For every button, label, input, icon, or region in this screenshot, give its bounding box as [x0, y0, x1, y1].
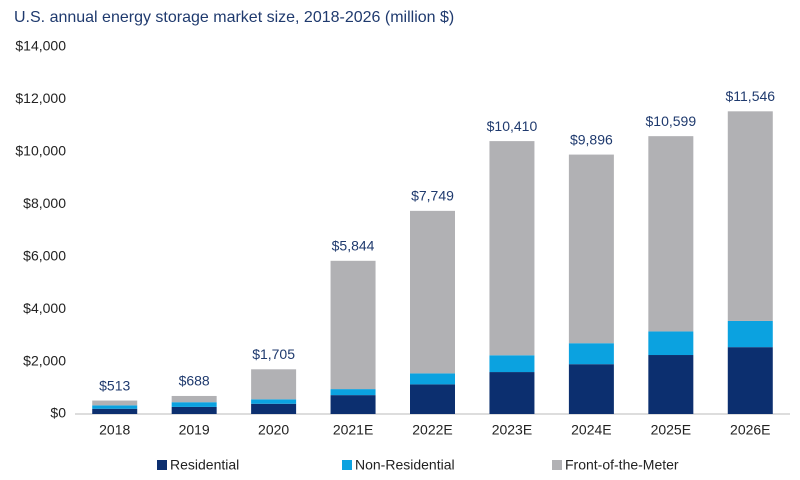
total-label: $688: [179, 373, 210, 389]
legend-label: Non-Residential: [355, 457, 455, 473]
total-label: $10,410: [487, 118, 538, 134]
x-tick-label: 2018: [99, 422, 130, 438]
legend-swatch: [157, 460, 167, 470]
bar-segment: [410, 384, 455, 414]
bar-segment: [568, 154, 614, 344]
bar-segment: [489, 372, 535, 414]
total-label: $7,749: [411, 188, 454, 204]
bar-segment: [171, 402, 217, 407]
total-label: $1,705: [252, 346, 295, 362]
legend-label: Residential: [170, 457, 239, 473]
x-tick-label: 2019: [179, 422, 210, 438]
x-tick-label: 2021E: [333, 422, 373, 438]
bar-segment: [330, 260, 376, 390]
y-tick-label: $6,000: [23, 247, 66, 263]
bar-segment: [648, 331, 694, 356]
bar-segment: [489, 141, 535, 356]
y-tick-label: $8,000: [23, 195, 66, 211]
chart-title: U.S. annual energy storage market size, …: [14, 9, 454, 26]
total-label: $5,844: [332, 238, 375, 254]
bar-segment: [568, 364, 614, 414]
total-label: $11,546: [725, 88, 775, 104]
legend-label: Front-of-the-Meter: [565, 457, 679, 473]
bar-segment: [568, 343, 614, 365]
x-tick-label: 2026E: [730, 422, 770, 438]
bar-segment: [648, 136, 694, 332]
bar-segment: [410, 373, 455, 385]
bar-segment: [410, 210, 455, 374]
x-tick-label: 2024E: [571, 422, 611, 438]
y-tick-label: $2,000: [23, 352, 66, 368]
y-tick-label: $10,000: [15, 143, 66, 159]
bar-segment: [92, 408, 138, 414]
bar-segment: [489, 355, 535, 373]
bar-segment: [251, 399, 297, 404]
bar-segment: [92, 400, 138, 406]
bar-segment: [251, 369, 297, 400]
bar-segment: [648, 355, 694, 414]
bar-segment: [171, 406, 217, 414]
legend-swatch: [552, 460, 562, 470]
legend-swatch: [342, 460, 352, 470]
bar-segment: [330, 395, 376, 414]
bar-segment: [251, 403, 297, 414]
bar-segment: [727, 111, 773, 321]
x-tick-label: 2025E: [651, 422, 691, 438]
y-tick-label: $12,000: [15, 90, 66, 106]
y-tick-label: $14,000: [15, 38, 66, 54]
total-label: $9,896: [570, 131, 613, 147]
bar-segment: [727, 320, 773, 348]
y-tick-label: $4,000: [23, 300, 66, 316]
bar-segment: [727, 347, 773, 414]
bar-segment: [92, 405, 138, 409]
x-tick-label: 2020: [258, 422, 289, 438]
total-label: $10,599: [646, 113, 697, 129]
bar-segment: [330, 389, 376, 396]
bar-segment: [171, 395, 217, 403]
y-tick-label: $0: [50, 405, 66, 421]
x-tick-label: 2023E: [492, 422, 532, 438]
x-tick-label: 2022E: [412, 422, 452, 438]
total-label: $513: [99, 377, 130, 393]
